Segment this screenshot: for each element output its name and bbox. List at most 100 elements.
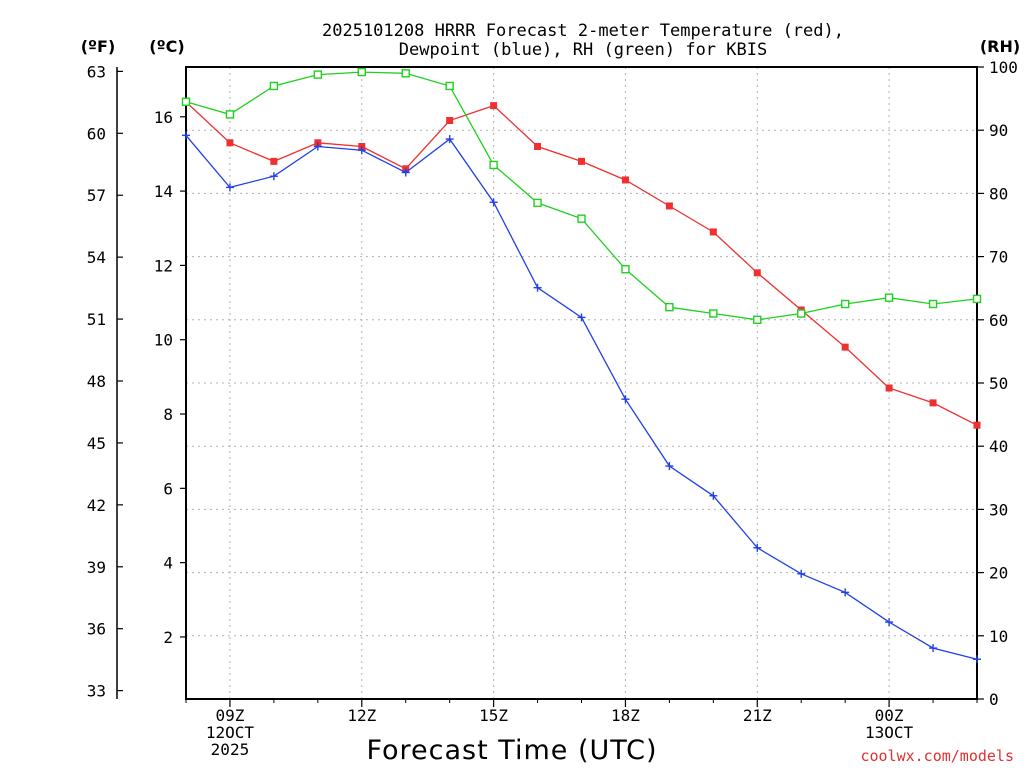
axes (116, 66, 984, 707)
celsius-tick-label: 16 (154, 108, 173, 127)
x-tick-label: 15Z (479, 706, 508, 725)
celsius-unit-label: (ºC) (149, 37, 184, 56)
series-line-rh (185, 71, 978, 321)
rh-tick-label: 30 (989, 500, 1008, 519)
celsius-tick-label: 2 (163, 628, 173, 647)
dewpoint-point (357, 146, 366, 155)
celsius-tick-label: 4 (163, 554, 173, 573)
rh-point (357, 67, 366, 77)
temperature-point (709, 228, 717, 236)
celsius-tick-label: 14 (154, 182, 173, 201)
temperature-point (534, 143, 542, 151)
fahrenheit-tick-label: 51 (87, 310, 106, 329)
rh-point (797, 309, 806, 318)
temperature-point (578, 157, 585, 165)
temperature-point (973, 421, 981, 429)
fahrenheit-tick-label: 60 (87, 124, 106, 143)
rh-point (445, 81, 454, 91)
temperature-point (665, 202, 673, 210)
dewpoint-point (797, 569, 806, 578)
rh-point (181, 97, 191, 106)
x-tick-label: 00Z (875, 706, 904, 725)
rh-tick-label: 100 (989, 58, 1018, 77)
rh-point (621, 265, 630, 274)
dewpoint-point (269, 172, 278, 181)
fahrenheit-tick-label: 36 (87, 620, 106, 639)
temperature-point (446, 117, 454, 125)
temperature-point (621, 176, 629, 184)
fahrenheit-tick-label: 54 (87, 248, 106, 267)
dewpoint-point (313, 142, 322, 151)
rh-point (884, 293, 894, 302)
temperature-point (841, 343, 849, 351)
series-line-temperature (185, 101, 978, 426)
celsius-tick-label: 12 (154, 256, 173, 275)
x-tick-label: 18Z (611, 706, 640, 725)
x-tick-label: 2025 (211, 740, 250, 759)
rh-point (313, 70, 323, 79)
rh-tick-label: 60 (989, 311, 1008, 330)
rh-point (489, 160, 498, 170)
chart-title-line-1: 2025101208 HRRR Forecast 2-meter Tempera… (322, 21, 844, 41)
rh-point (269, 81, 279, 91)
rh-unit-label: (RH) (980, 37, 1020, 56)
rh-point (753, 315, 762, 324)
rh-tick-label: 20 (989, 564, 1008, 583)
x-tick-label: 12Z (347, 706, 376, 725)
fahrenheit-tick-label: 42 (87, 496, 106, 515)
text-group: 2025101208 HRRR Forecast 2-meter Tempera… (81, 21, 1020, 766)
chart-title-line-2: Dewpoint (blue), RH (green) for KBIS (399, 40, 767, 60)
rh-point (401, 69, 410, 78)
rh-tick-label: 40 (989, 437, 1008, 456)
rh-point (533, 198, 542, 208)
dewpoint-point (885, 618, 894, 627)
rh-point (709, 309, 718, 318)
x-axis-label: Forecast Time (UTC) (366, 735, 657, 766)
dewpoint-point (621, 395, 630, 404)
x-tick-label: 09Z (215, 706, 244, 725)
dewpoint-point (489, 198, 498, 207)
credit-text: coolwx.com/models (860, 747, 1014, 765)
temperature-point (885, 384, 893, 392)
fahrenheit-tick-label: 48 (87, 372, 106, 391)
temperature-point (753, 269, 761, 277)
x-tick-label: 21Z (743, 706, 772, 725)
rh-tick-label: 0 (989, 690, 999, 709)
celsius-tick-label: 10 (154, 331, 173, 350)
rh-point (665, 302, 674, 312)
dewpoint-point (577, 313, 586, 322)
series-group (181, 67, 982, 664)
dewpoint-point (533, 283, 542, 292)
dewpoint-point (709, 491, 718, 500)
rh-point (840, 299, 850, 309)
fahrenheit-tick-label: 33 (87, 682, 106, 701)
series-line-dewpoint (185, 134, 978, 660)
rh-tick-label: 80 (989, 184, 1008, 203)
celsius-tick-label: 6 (163, 479, 173, 498)
rh-point (972, 294, 982, 304)
temperature-point (929, 399, 937, 407)
dewpoint-point (841, 588, 850, 597)
temperature-point (270, 157, 278, 165)
dewpoint-point (225, 183, 234, 192)
x-tick-label: 12OCT (206, 723, 255, 742)
celsius-tick-label: 8 (163, 405, 173, 424)
rh-tick-label: 50 (989, 374, 1008, 393)
rh-point (577, 214, 586, 223)
dewpoint-point (665, 462, 674, 471)
dewpoint-point (401, 168, 410, 177)
dewpoint-point (753, 543, 762, 552)
rh-point (928, 299, 938, 309)
fahrenheit-tick-label: 63 (87, 62, 106, 81)
rh-tick-label: 90 (989, 121, 1008, 140)
rh-point (225, 110, 235, 119)
fahrenheit-tick-label: 57 (87, 186, 106, 205)
fahrenheit-unit-label: (ºF) (81, 37, 116, 56)
dewpoint-point (929, 644, 938, 653)
rh-tick-label: 10 (989, 627, 1008, 646)
temperature-point (226, 139, 234, 147)
temperature-point (490, 102, 498, 110)
dewpoint-point (445, 135, 454, 144)
fahrenheit-tick-label: 45 (87, 434, 106, 453)
